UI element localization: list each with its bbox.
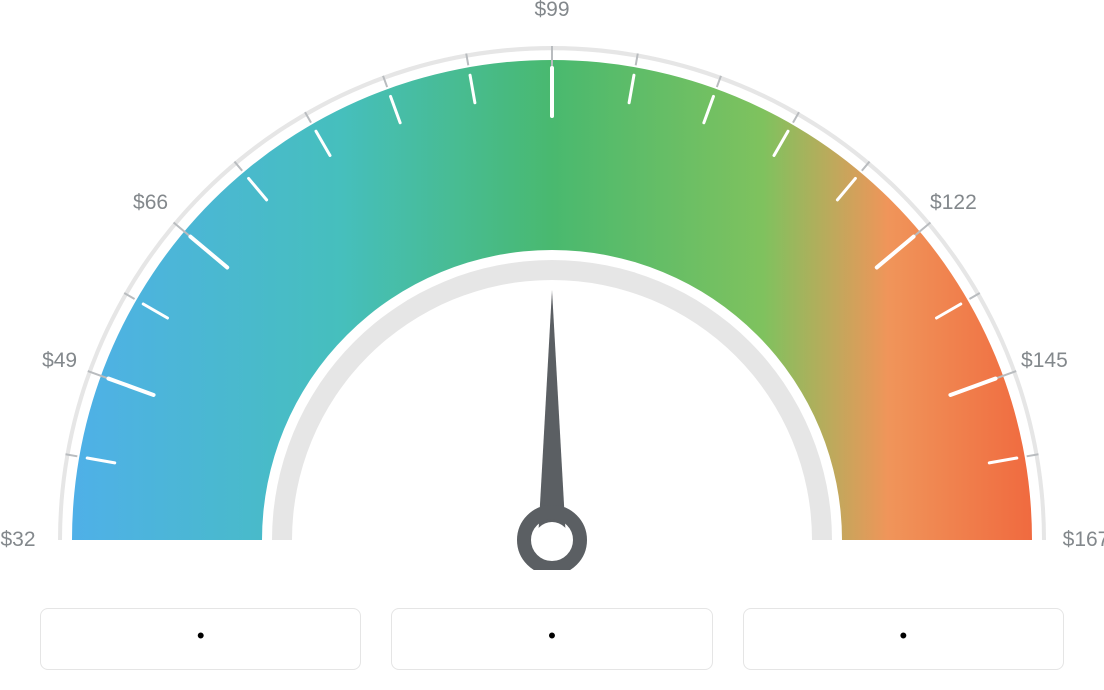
legend-row <box>40 608 1064 670</box>
gauge-tick-label: $32 <box>0 528 35 552</box>
gauge-area: $32 $49 $66 $99 $122 $145 $167 <box>0 0 1104 570</box>
gauge-tick-label: $66 <box>133 191 168 215</box>
legend-card-min <box>40 608 361 670</box>
gauge-svg <box>0 0 1104 570</box>
cost-gauge-chart: { "gauge": { "type": "gauge", "center_x"… <box>0 0 1104 690</box>
legend-card-avg <box>391 608 712 670</box>
legend-max-title <box>754 623 1053 649</box>
gauge-tick-label: $49 <box>42 349 77 373</box>
legend-avg-title <box>402 623 701 649</box>
gauge-tick-label: $145 <box>1021 349 1068 373</box>
legend-card-max <box>743 608 1064 670</box>
gauge-tick-label: $99 <box>534 0 569 22</box>
gauge-tick-label: $167 <box>1063 528 1104 552</box>
legend-min-title <box>51 623 350 649</box>
gauge-tick-label: $122 <box>930 191 977 215</box>
